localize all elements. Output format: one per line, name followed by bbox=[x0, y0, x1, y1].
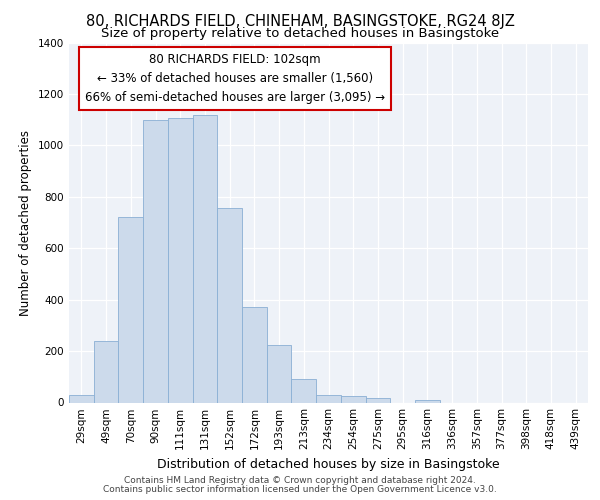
Bar bbox=[143, 120, 168, 403]
Text: 80 RICHARDS FIELD: 102sqm
← 33% of detached houses are smaller (1,560)
66% of se: 80 RICHARDS FIELD: 102sqm ← 33% of detac… bbox=[85, 54, 385, 104]
Bar bbox=[316, 395, 341, 402]
Y-axis label: Number of detached properties: Number of detached properties bbox=[19, 130, 32, 316]
Bar bbox=[118, 218, 143, 402]
Bar bbox=[94, 341, 118, 402]
Bar bbox=[292, 380, 316, 402]
Bar bbox=[168, 118, 193, 403]
Text: Contains public sector information licensed under the Open Government Licence v3: Contains public sector information licen… bbox=[103, 485, 497, 494]
Text: 80, RICHARDS FIELD, CHINEHAM, BASINGSTOKE, RG24 8JZ: 80, RICHARDS FIELD, CHINEHAM, BASINGSTOK… bbox=[86, 14, 514, 29]
Text: Contains HM Land Registry data © Crown copyright and database right 2024.: Contains HM Land Registry data © Crown c… bbox=[124, 476, 476, 485]
Bar bbox=[415, 400, 440, 402]
X-axis label: Distribution of detached houses by size in Basingstoke: Distribution of detached houses by size … bbox=[157, 458, 500, 471]
Text: Size of property relative to detached houses in Basingstoke: Size of property relative to detached ho… bbox=[101, 28, 499, 40]
Bar bbox=[69, 395, 94, 402]
Bar bbox=[341, 396, 365, 402]
Bar bbox=[267, 344, 292, 403]
Bar bbox=[217, 208, 242, 402]
Bar bbox=[365, 398, 390, 402]
Bar bbox=[242, 308, 267, 402]
Bar bbox=[193, 114, 217, 403]
